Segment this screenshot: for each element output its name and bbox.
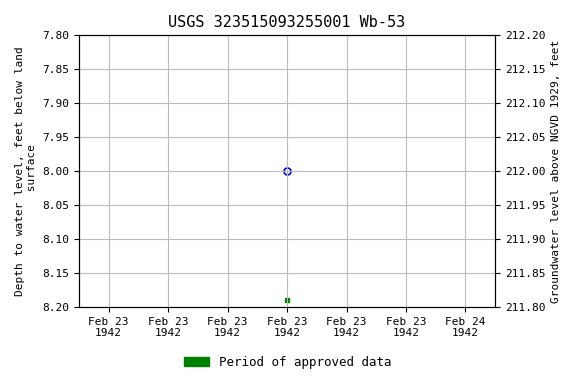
Legend: Period of approved data: Period of approved data xyxy=(179,351,397,374)
Y-axis label: Depth to water level, feet below land
 surface: Depth to water level, feet below land su… xyxy=(15,46,37,296)
Y-axis label: Groundwater level above NGVD 1929, feet: Groundwater level above NGVD 1929, feet xyxy=(551,40,561,303)
Title: USGS 323515093255001 Wb-53: USGS 323515093255001 Wb-53 xyxy=(168,15,406,30)
